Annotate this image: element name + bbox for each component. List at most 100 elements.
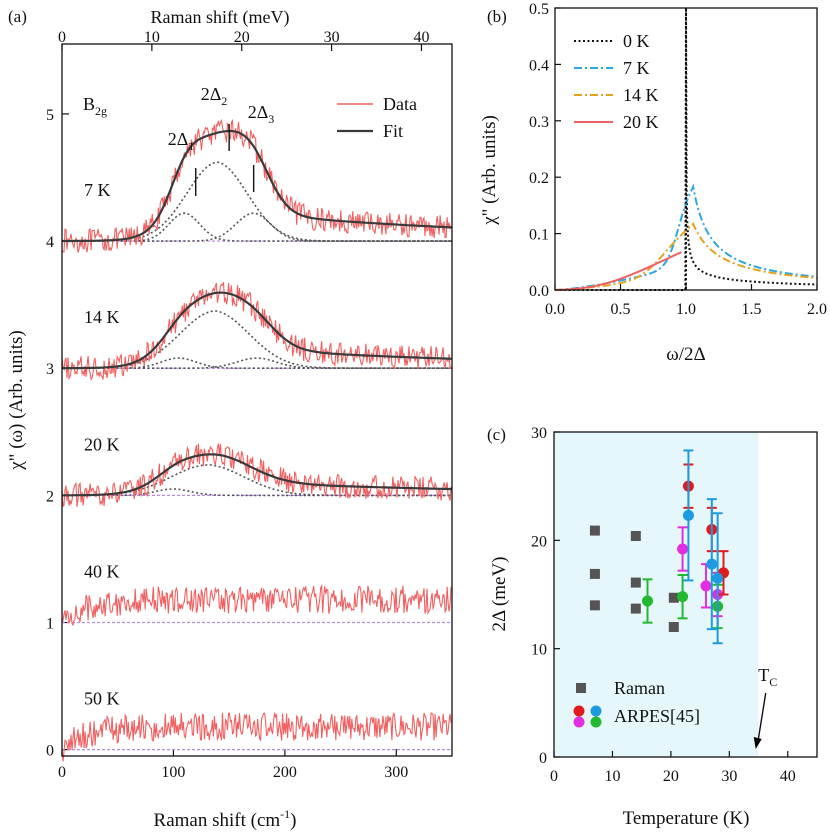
curve-14K	[555, 221, 817, 291]
panel-c-frame	[553, 431, 818, 758]
data-trace-7K	[61, 118, 452, 253]
panel-a-ylabel: χ" (ω) (Arb. units)	[6, 330, 27, 471]
legend-arpes-label: ARPES[45]	[614, 706, 700, 726]
legend-label: 0 K	[623, 31, 650, 51]
gap-label-3: 2Δ3	[248, 102, 275, 126]
y-tick-label: 0.3	[529, 114, 549, 131]
top-tick-label: 0	[58, 29, 66, 46]
x-tick-label: 300	[384, 764, 408, 781]
panel-b-y-ticks: 0.0 0.1 0.2 0.3 0.4 0.5	[529, 1, 561, 300]
data-trace-40K	[61, 583, 452, 627]
y-tick-label: 20	[531, 533, 547, 550]
panel-a-fit-traces	[62, 129, 453, 497]
y-tick-label: 0.0	[529, 283, 549, 300]
arpes-point	[677, 543, 689, 555]
top-tick-label: 20	[234, 29, 250, 46]
legend-label: 20 K	[623, 112, 659, 132]
panel-a-xlabel: Raman shift (cm-1)	[154, 807, 297, 831]
panel-a-top-ticks: 0 10 20 30 40	[58, 29, 429, 51]
panel-c-x-ticks: 0 10 20 30 40	[550, 751, 796, 785]
arpes-point	[682, 509, 694, 521]
y-tick-label: 0.1	[529, 227, 549, 244]
fit-component	[62, 463, 452, 497]
x-tick-label: 30	[721, 768, 737, 785]
x-tick-label: 200	[273, 764, 297, 781]
panel-a: (a) Raman shift (meV) 0 10 20 30 40 0 100 200 3…	[6, 7, 453, 831]
fit-trace-14K	[62, 291, 453, 370]
y-tick-label: 0.4	[529, 57, 549, 74]
raman-point	[668, 592, 679, 603]
raman-point	[630, 603, 641, 614]
legend-data-label: Data	[383, 94, 417, 114]
fit-trace-20K	[62, 453, 453, 497]
series-label: 40 K	[84, 562, 120, 582]
panel-c-tc-marker: TC	[753, 665, 777, 749]
fit-component	[62, 488, 452, 497]
panel-a-top-xlabel: Raman shift (meV)	[151, 7, 290, 28]
y-tick-label: 10	[531, 642, 547, 659]
series-label: 20 K	[84, 434, 120, 454]
panel-a-frame	[61, 43, 453, 757]
data-trace-50K	[61, 712, 452, 762]
y-tick-label: 3	[46, 361, 54, 378]
x-tick-label: 10	[604, 768, 620, 785]
panel-b-x-ticks: 0.0 0.5 1.0 1.5 2.0	[545, 284, 827, 318]
tc-arrow-line	[757, 692, 767, 744]
legend-raman-swatch	[576, 683, 586, 693]
legend-arpes-swatch	[590, 705, 602, 717]
panel-b: (b) 0.0 0.5 1.0 1.5 2.0 0.0 0.1 0.2 0.3 0.4 0.5 0…	[479, 1, 827, 365]
panel-a-series-labels: 7 K 14 K 20 K 40 K 50 K	[84, 180, 120, 709]
series-label: 14 K	[84, 307, 120, 327]
arpes-point	[712, 572, 724, 584]
fit-component	[62, 310, 452, 370]
legend-arpes-swatch	[573, 716, 585, 728]
x-tick-label: 20	[663, 768, 679, 785]
x-tick-label: 0.0	[545, 301, 565, 318]
x-tick-label: 40	[780, 768, 796, 785]
y-tick-label: 30	[531, 425, 547, 442]
legend-raman-label: Raman	[614, 678, 665, 698]
panel-b-xlabel: ω/2Δ	[666, 344, 706, 365]
gap-label-1: 2Δ1	[168, 129, 195, 153]
y-tick-label: 0.5	[529, 1, 549, 18]
legend-label: 7 K	[623, 58, 650, 78]
x-tick-label: 0	[58, 764, 66, 781]
legend-arpes-swatch	[573, 705, 585, 717]
x-tick-label: 0	[550, 768, 558, 785]
series-label: 7 K	[84, 180, 111, 200]
arpes-point	[700, 580, 712, 592]
x-tick-label: 1.5	[742, 301, 762, 318]
panel-c-label: (c)	[487, 425, 506, 444]
top-tick-label: 30	[324, 29, 340, 46]
panel-c-legend: Raman ARPES[45]	[573, 678, 700, 728]
panel-b-frame	[554, 7, 818, 291]
panel-b-ylabel: χ" (Arb. units)	[479, 115, 500, 226]
x-tick-label: 0.5	[611, 301, 631, 318]
data-trace-20K	[61, 443, 452, 508]
x-tick-label: 1.0	[676, 301, 696, 318]
arpes-point	[642, 595, 654, 607]
panel-c-xlabel: Temperature (K)	[623, 808, 750, 829]
data-trace-14K	[61, 282, 452, 382]
x-tick-label: 2.0	[807, 301, 827, 318]
raman-point	[589, 568, 600, 579]
y-tick-label: 0	[46, 743, 54, 760]
panel-a-symmetry-label: B2g	[83, 94, 107, 118]
panel-a-label: (a)	[8, 7, 27, 26]
raman-point	[589, 525, 600, 536]
panel-a-fit-components	[62, 161, 452, 497]
arpes-point	[677, 591, 689, 603]
tc-arrowhead	[753, 737, 762, 749]
panel-a-x-ticks: 0 100 200 300	[58, 749, 408, 781]
raman-point	[589, 600, 600, 611]
arpes-point	[706, 558, 718, 570]
panel-b-curves	[555, 7, 818, 291]
legend-label: 14 K	[623, 85, 659, 105]
x-tick-label: 100	[161, 764, 185, 781]
curve-20K	[555, 251, 682, 291]
panel-a-y-ticks: 0 1 2 3 4 5	[46, 107, 69, 760]
fit-trace-7K	[62, 129, 453, 243]
